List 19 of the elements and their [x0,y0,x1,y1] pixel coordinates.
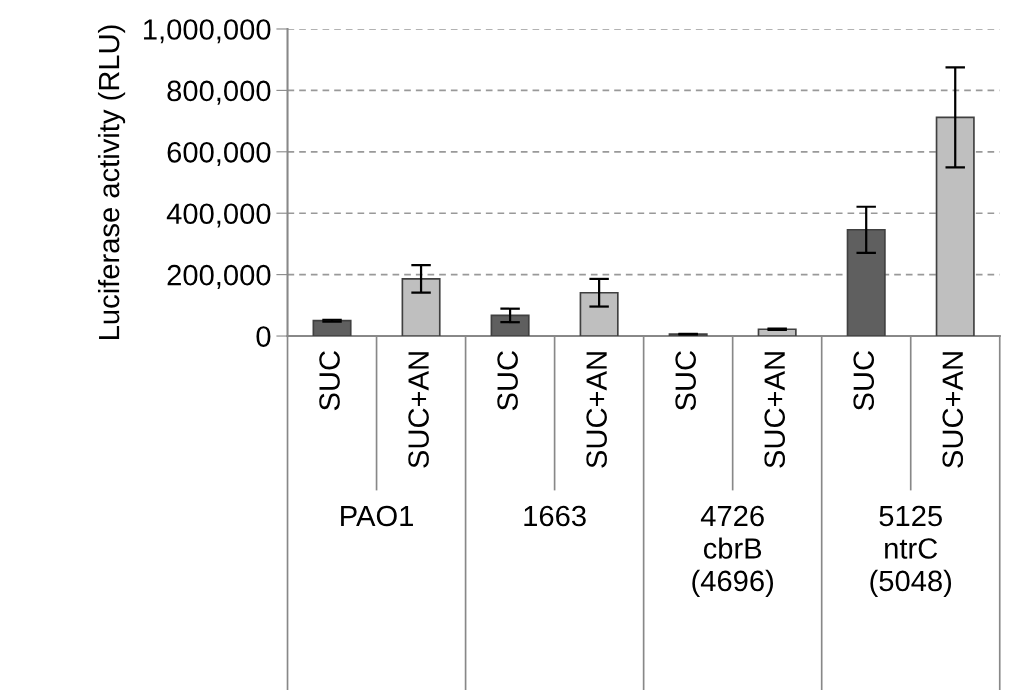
x-tick-label: SUC [319,351,340,411]
x-tick-label: SUC+AN [586,352,607,468]
y-tick-label: 0 [256,326,271,347]
y-tick-label: 600,000 [167,142,271,167]
y-axis-title: Luciferase activity (RLU) [97,25,126,339]
text: PAO1 [341,505,413,527]
x-tick-label: SUC+AN [408,352,429,468]
y-tick-label: 1,000,000 [144,19,271,44]
text: 4726 cbrB (4696) [692,505,774,598]
y-tick-label: 200,000 [167,264,271,289]
x-tick-label: SUC+AN [764,352,786,468]
y-tick-label: 800,000 [167,80,271,105]
text: 1663 [524,505,586,527]
y-tick-label: 400,000 [166,203,271,228]
text: 5125 ntrC (5048) [870,505,952,598]
x-tick-label: SUC [853,351,875,411]
x-tick-label: SUC+AN [942,352,964,468]
x-tick-label: SUC [675,351,696,411]
x-tick-label: SUC [497,351,518,411]
